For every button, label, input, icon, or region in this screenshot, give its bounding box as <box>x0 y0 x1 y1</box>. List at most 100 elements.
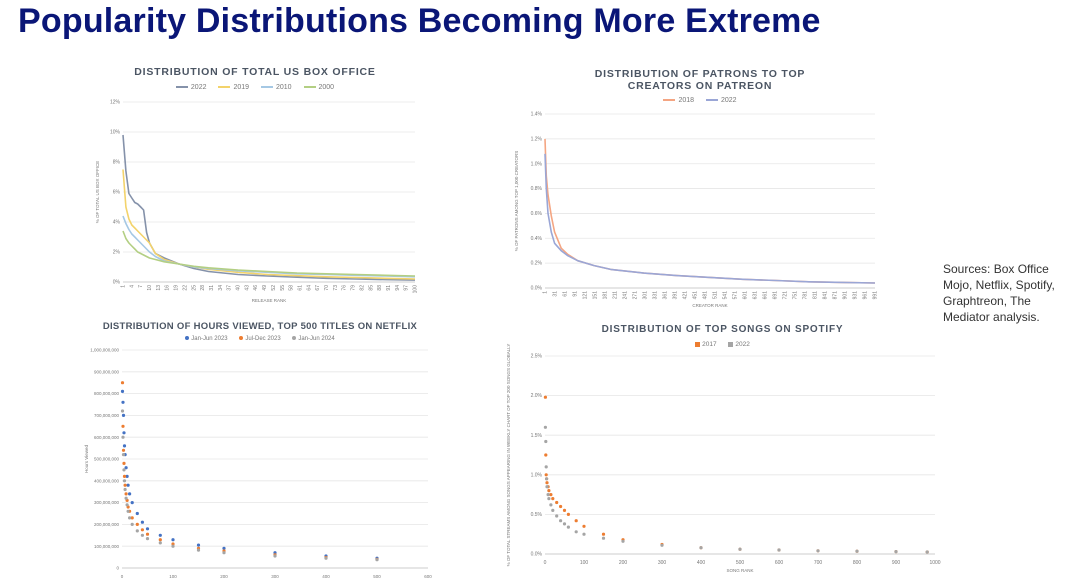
data-point <box>549 503 553 507</box>
chart-patreon: DISTRIBUTION OF PATRONS TO TOP CREATORS … <box>500 62 900 312</box>
data-point <box>894 550 898 554</box>
data-point <box>582 532 586 536</box>
x-tick-label: 751 <box>793 291 799 300</box>
x-tick-label: 79 <box>351 285 357 291</box>
data-point <box>273 551 277 555</box>
data-point <box>196 543 201 547</box>
chart-title: DISTRIBUTION OF TOP SONGS ON SPOTIFY <box>601 324 844 335</box>
x-tick-label: 19 <box>174 285 180 291</box>
legend-swatch <box>705 99 718 102</box>
data-point <box>738 547 742 551</box>
y-tick-label: 2.5% <box>531 354 543 360</box>
data-point <box>122 461 126 465</box>
x-tick-label: 1 <box>121 285 127 288</box>
legend-item: Jan-Jun 2024 <box>292 336 335 342</box>
x-tick-label: 181 <box>603 291 609 300</box>
legend-label: 2000 <box>318 84 335 91</box>
data-point <box>171 544 175 548</box>
data-point <box>125 503 129 507</box>
x-tick-label: 85 <box>368 285 374 291</box>
y-tick-label: 6% <box>113 190 121 196</box>
series-line <box>544 138 876 284</box>
data-point <box>855 549 859 553</box>
data-point <box>660 543 664 547</box>
x-tick-label: 481 <box>703 291 709 300</box>
x-tick-label: 500 <box>373 574 381 579</box>
data-point <box>545 481 549 485</box>
data-point <box>122 474 127 478</box>
x-axis-label: RELEASE RANK <box>252 298 287 303</box>
legend-item: 2022 <box>175 84 207 91</box>
y-tick-label: 2.0% <box>531 393 543 399</box>
x-tick-label: 421 <box>683 291 689 300</box>
legend-swatch <box>663 99 676 102</box>
y-tick-label: 1.0% <box>531 472 543 478</box>
data-point <box>925 550 929 554</box>
x-tick-label: 0 <box>544 560 547 566</box>
x-tick-label: 901 <box>843 291 849 300</box>
x-tick-label: 931 <box>853 291 859 300</box>
x-tick-label: 1000 <box>929 560 940 566</box>
data-point <box>123 487 127 492</box>
data-point <box>196 548 201 552</box>
x-tick-label: 721 <box>783 291 789 300</box>
x-tick-label: 28 <box>200 285 206 291</box>
x-tick-label: 151 <box>593 291 599 300</box>
x-tick-label: 22 <box>182 285 188 291</box>
y-tick-label: 300,000,000 <box>94 500 120 505</box>
legend-item: 2017 <box>695 341 717 348</box>
sources-note: Sources: Box Office Mojo, Netflix, Spoti… <box>943 262 1055 324</box>
legend-label: 2022 <box>190 84 207 91</box>
y-tick-label: 1.5% <box>531 433 543 439</box>
x-tick-label: 0 <box>121 574 124 579</box>
data-point <box>699 546 703 550</box>
data-point <box>122 468 126 472</box>
chart-box-office: DISTRIBUTION OF TOTAL US BOX OFFICE 2022… <box>85 62 425 312</box>
data-point <box>562 522 567 526</box>
x-tick-label: 52 <box>271 285 277 291</box>
legend-item: Jan-Jun 2023 <box>185 336 228 342</box>
x-tick-label: 82 <box>359 285 365 291</box>
y-tick-label: 0% <box>113 280 121 286</box>
data-point <box>171 538 175 542</box>
legend-swatch <box>175 86 188 89</box>
x-tick-label: 871 <box>833 291 839 300</box>
data-point <box>562 508 567 512</box>
x-tick-label: 88 <box>377 285 383 291</box>
x-tick-label: 271 <box>633 291 639 300</box>
x-tick-label: 100 <box>413 285 419 294</box>
legend-label: 2017 <box>702 341 717 348</box>
legend-item: Jul-Dec 2023 <box>239 336 281 342</box>
y-tick-label: 0.4% <box>531 236 543 242</box>
data-point <box>130 516 134 520</box>
y-tick-label: 10% <box>110 130 121 136</box>
x-tick-label: 91 <box>386 285 392 291</box>
data-point <box>126 483 130 487</box>
y-tick-label: 0.8% <box>531 186 543 192</box>
legend-label: 2018 <box>678 97 695 104</box>
data-point <box>124 466 128 470</box>
x-tick-label: 16 <box>165 285 171 291</box>
data-point <box>121 413 126 417</box>
x-tick-label: 601 <box>743 291 749 300</box>
y-tick-label: 400,000,000 <box>94 478 120 483</box>
chart-legend: 2022 2019 2010 2000 <box>85 84 425 91</box>
legend-marker <box>185 336 190 341</box>
data-point <box>547 489 551 493</box>
x-tick-label: 400 <box>697 560 706 566</box>
x-tick-label: 10 <box>147 285 153 291</box>
x-tick-label: 37 <box>227 285 233 291</box>
y-tick-label: 1.4% <box>531 112 543 118</box>
x-tick-label: 34 <box>218 285 224 291</box>
data-point <box>158 533 162 537</box>
data-point <box>545 477 549 481</box>
legend-item: 2000 <box>303 84 335 91</box>
x-tick-label: 7 <box>138 285 144 288</box>
series-line <box>122 134 416 281</box>
x-tick-label: 1 <box>543 291 549 294</box>
y-tick-label: 1,000,000,000 <box>90 348 119 353</box>
x-tick-label: 571 <box>733 291 739 300</box>
legend-label: 2022 <box>735 341 750 348</box>
y-tick-label: 700,000,000 <box>94 413 120 418</box>
y-tick-label: 900,000,000 <box>94 369 120 374</box>
